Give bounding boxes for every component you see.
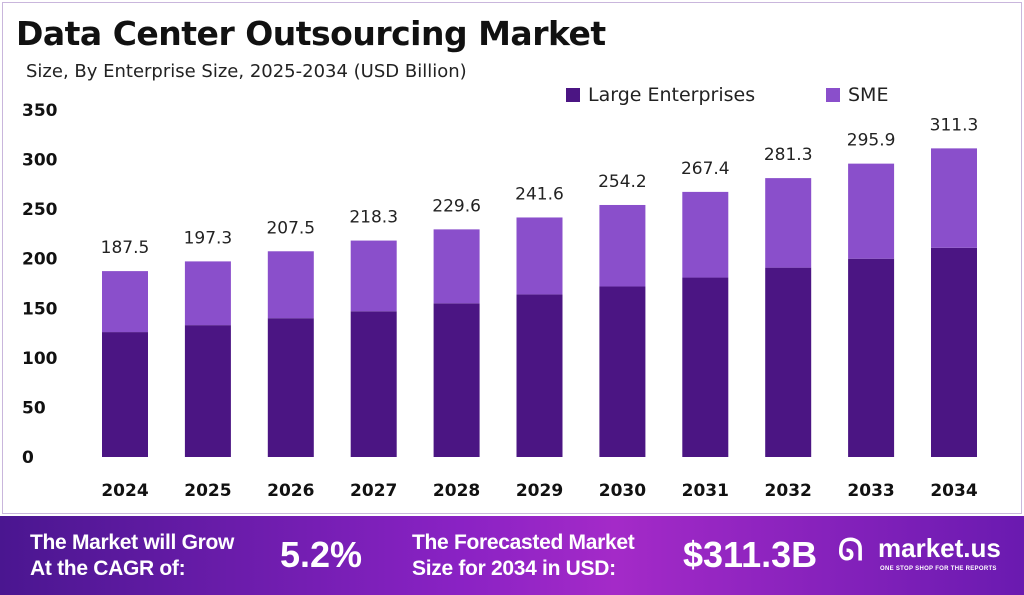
chart-title: Data Center Outsourcing Market: [16, 14, 606, 53]
total-label-2024: 187.5: [101, 238, 150, 258]
bar-sme-2031: [682, 191, 729, 278]
x-tick-label: 2026: [267, 481, 314, 501]
x-tick-label: 2028: [433, 481, 480, 501]
total-label-2027: 218.3: [349, 208, 398, 228]
cagr-label-line2: At the CAGR of:: [30, 557, 186, 580]
x-tick-label: 2024: [101, 481, 148, 501]
bar-large-2029: [516, 294, 563, 457]
cagr-label: The Market will Grow At the CAGR of:: [30, 530, 234, 582]
x-tick-label: 2032: [765, 481, 812, 501]
total-label-2025: 197.3: [184, 228, 233, 248]
legend-swatch-sme: [826, 88, 840, 102]
bar-large-2028: [433, 303, 480, 457]
forecast-label: The Forecasted Market Size for 2034 in US…: [412, 530, 635, 582]
bar-sme-2029: [516, 217, 563, 295]
legend-swatch-large: [566, 88, 580, 102]
x-tick-label: 2031: [682, 481, 729, 501]
logo-text: market.us: [878, 533, 1001, 563]
y-tick-label: 350: [22, 101, 58, 121]
x-tick-label: 2027: [350, 481, 397, 501]
total-label-2031: 267.4: [681, 159, 730, 179]
legend-label-large: Large Enterprises: [588, 84, 756, 106]
bar-large-2024: [102, 332, 148, 457]
forecast-label-line1: The Forecasted Market: [412, 531, 635, 554]
legend-item-large: Large Enterprises: [566, 84, 755, 106]
y-tick-label: 200: [22, 250, 58, 270]
bar-large-2033: [848, 258, 895, 457]
bar-large-2034: [931, 247, 977, 457]
bar-sme-2033: [848, 163, 895, 259]
cagr-value: 5.2%: [280, 534, 363, 575]
bar-large-2025: [184, 325, 231, 457]
y-tick-label: 0: [22, 448, 34, 468]
total-label-2034: 311.3: [930, 115, 979, 135]
bar-large-2031: [682, 277, 729, 457]
logo-tagline: ONE STOP SHOP FOR THE REPORTS: [880, 566, 997, 572]
bar-sme-2034: [931, 148, 977, 248]
x-tick-label: 2034: [930, 481, 977, 501]
bar-sme-2025: [184, 261, 231, 326]
x-tick-label: 2033: [847, 481, 894, 501]
x-tick-label: 2029: [516, 481, 563, 501]
chart-subtitle: Size, By Enterprise Size, 2025-2034 (USD…: [26, 61, 467, 82]
y-tick-label: 300: [22, 151, 58, 171]
legend-label-sme: SME: [848, 84, 889, 106]
total-label-2032: 281.3: [764, 145, 813, 165]
bar-sme-2027: [350, 240, 397, 312]
total-label-2029: 241.6: [515, 184, 564, 204]
bar-sme-2024: [102, 271, 148, 333]
logo-icon: ᘏ: [838, 534, 863, 567]
y-tick-label: 50: [22, 398, 46, 418]
summary-banner: The Market will Grow At the CAGR of: 5.2%…: [0, 516, 1024, 595]
bar-large-2026: [267, 318, 314, 457]
y-tick-label: 250: [22, 200, 58, 220]
total-label-2033: 295.9: [847, 131, 896, 151]
forecast-label-line2: Size for 2034 in USD:: [412, 557, 616, 580]
x-tick-label: 2025: [184, 481, 231, 501]
x-tick-label: 2030: [599, 481, 646, 501]
bar-sme-2028: [433, 229, 480, 304]
chart-frame: [2, 2, 1022, 514]
bar-sme-2032: [765, 178, 812, 268]
bar-large-2030: [599, 286, 646, 457]
bar-sme-2030: [599, 204, 646, 287]
forecast-value: $311.3B: [683, 534, 818, 575]
bar-large-2032: [765, 267, 812, 457]
legend-item-sme: SME: [826, 84, 888, 106]
y-tick-label: 100: [22, 349, 58, 369]
total-label-2026: 207.5: [266, 218, 315, 238]
bar-chart: 0 50 100 150 200 250 300 350 187.5 2024 197.3 2025 2…: [22, 101, 979, 501]
total-label-2030: 254.2: [598, 172, 647, 192]
cagr-label-line1: The Market will Grow: [30, 531, 235, 554]
y-tick-label: 150: [22, 299, 58, 319]
bar-large-2027: [350, 311, 397, 457]
total-label-2028: 229.6: [432, 196, 481, 216]
bar-sme-2026: [267, 251, 314, 319]
